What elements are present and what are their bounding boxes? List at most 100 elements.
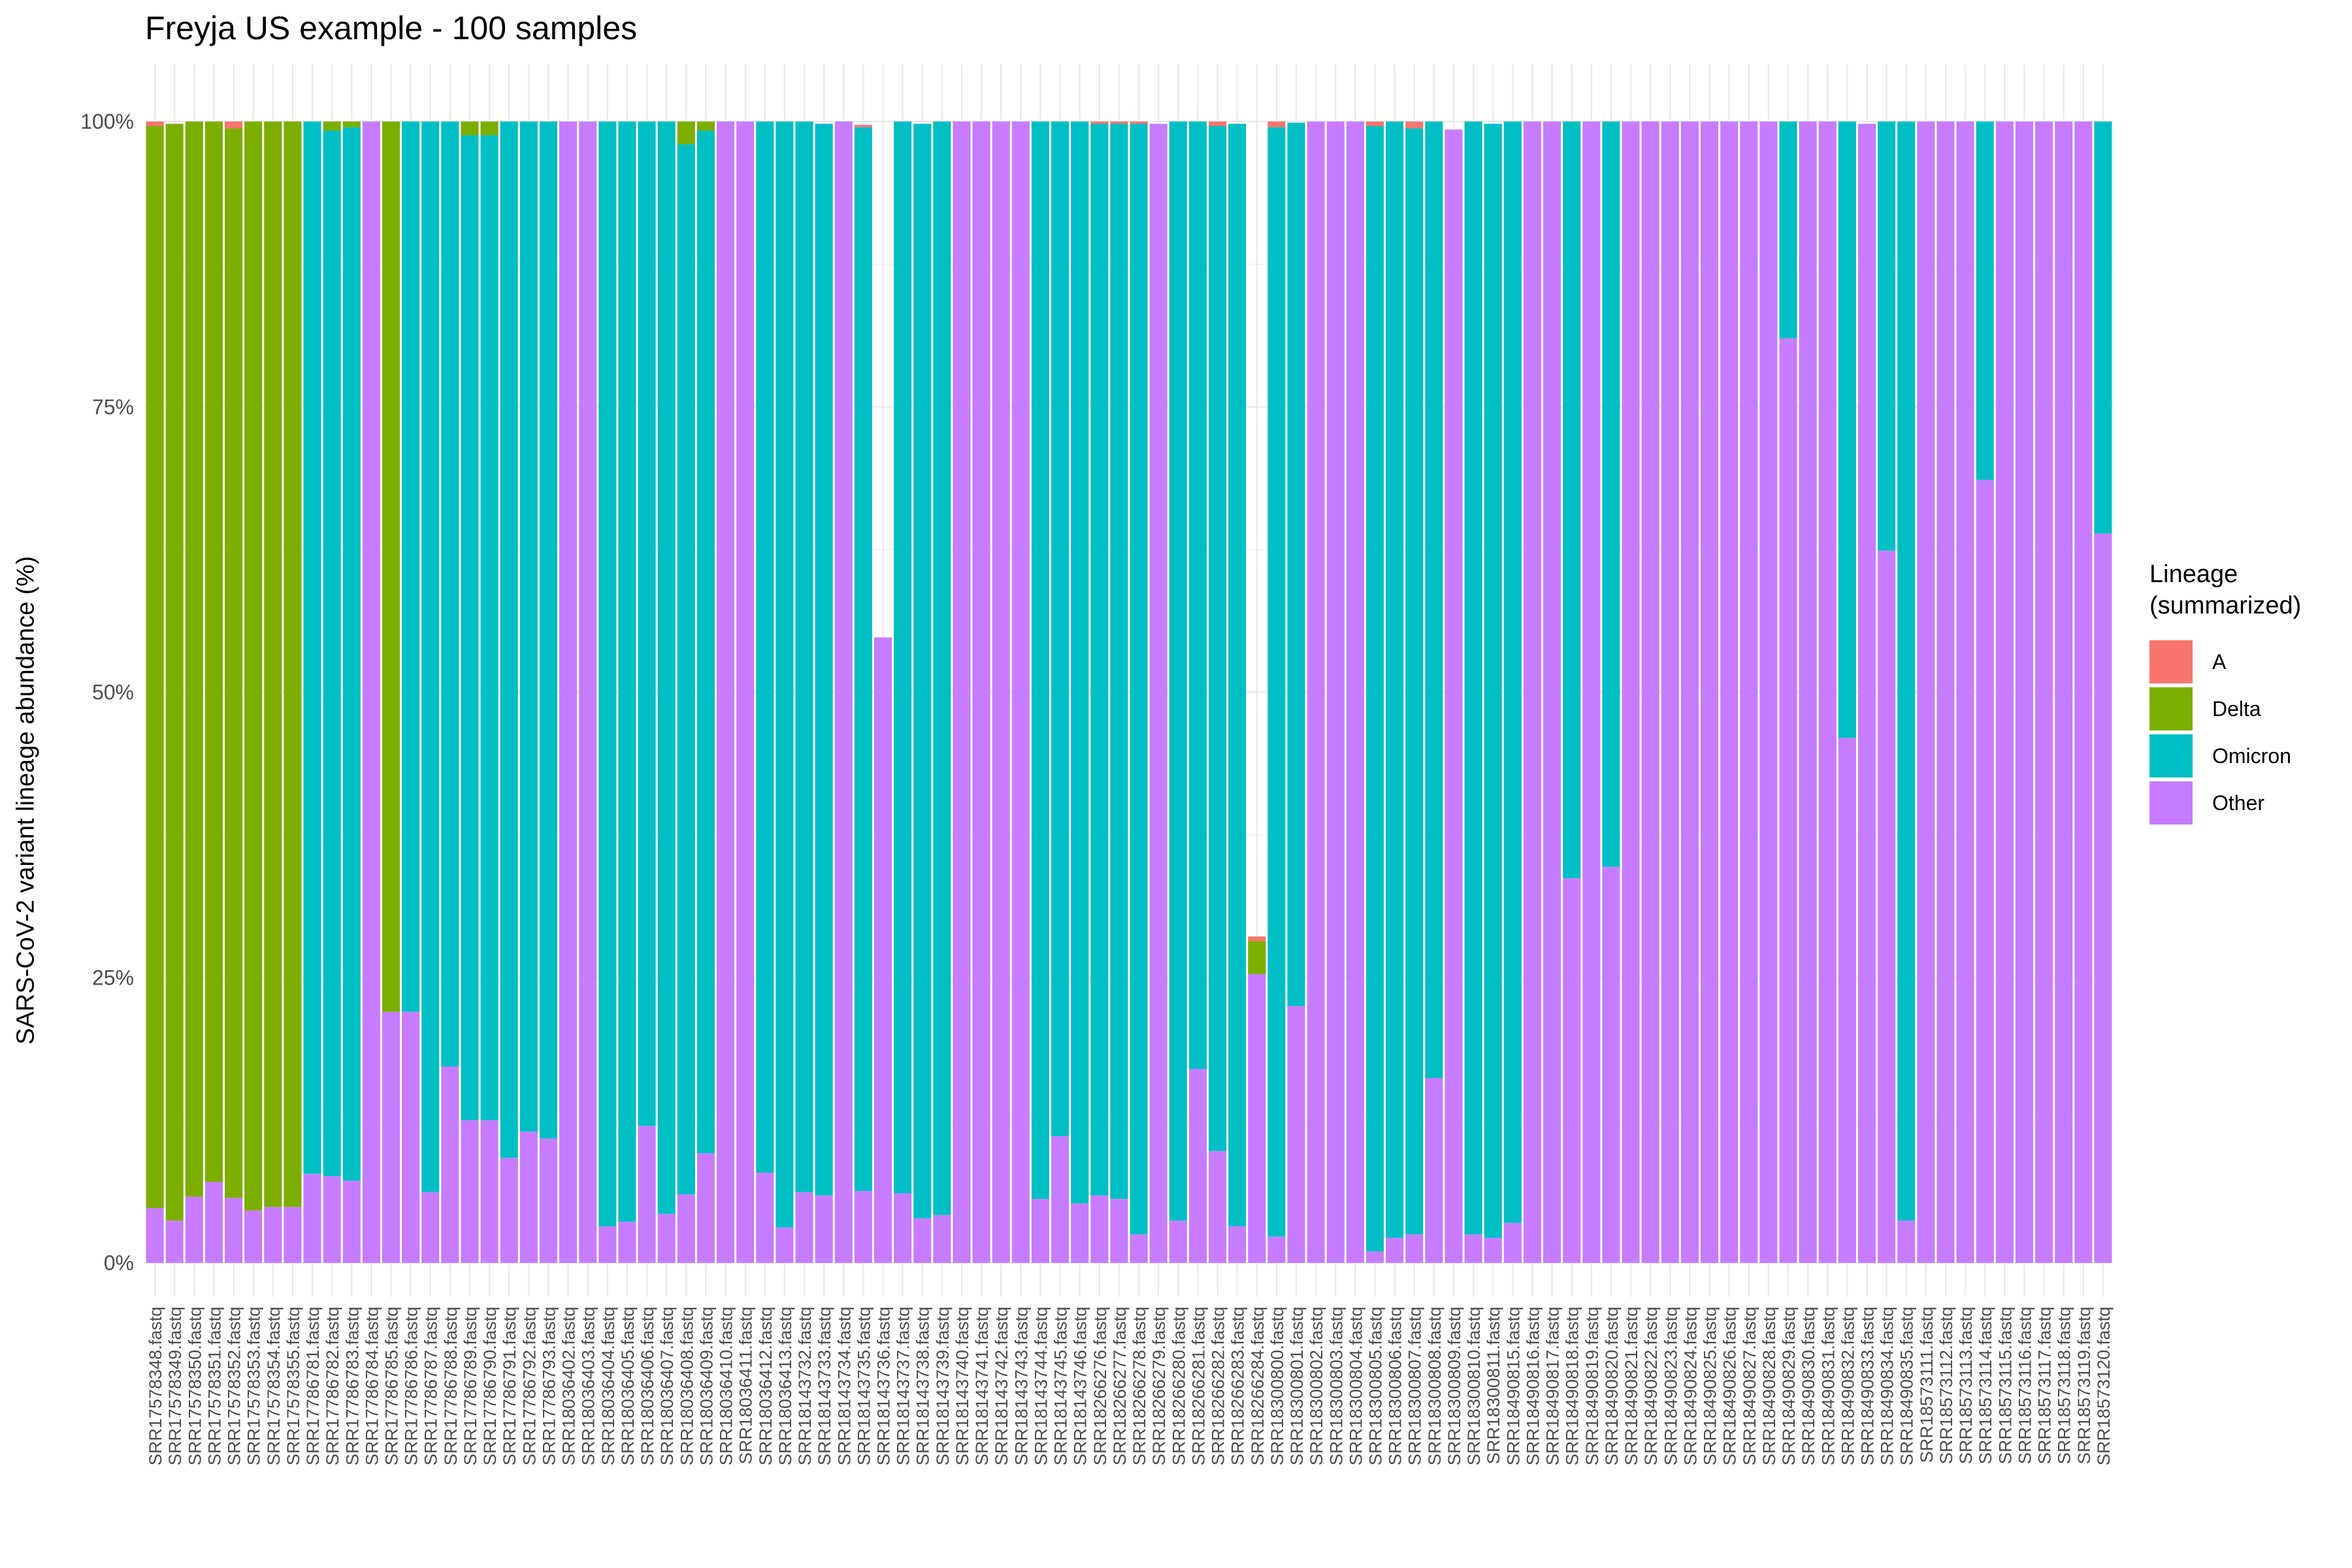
x-tick-label: SRR18143740.fastq (953, 1307, 972, 1465)
bar-segment-other (1208, 1151, 1227, 1263)
x-tick-label: SRR18300804.fastq (1346, 1307, 1365, 1465)
legend-title: Lineage (summarized) (2149, 559, 2301, 621)
bar-segment-other (776, 1227, 794, 1263)
bar-segment-omicron (303, 122, 321, 1174)
bar-segment-omicron (933, 122, 951, 1215)
x-tick-label: SRR18266279.fastq (1149, 1307, 1169, 1465)
x-tick-label: SRR18143737.fastq (894, 1307, 913, 1465)
x-tick-label: SRR17786786.fastq (402, 1307, 421, 1465)
bar-segment-omicron (1228, 123, 1247, 1227)
x-tick-label: SRR18300809.fastq (1445, 1307, 1464, 1465)
bar-segment-omicron (913, 123, 932, 1218)
bar-segment-other (342, 1181, 361, 1263)
bar-segment-omicron (1878, 122, 1896, 551)
bar-segment-other (854, 1190, 872, 1263)
bar-segment-other (638, 1126, 656, 1263)
x-tick-label: SRR18490817.fastq (1543, 1307, 1563, 1465)
bar-segment-omicron (1169, 122, 1187, 1221)
bar-segment-omicron (1386, 122, 1404, 1238)
x-tick-label: SRR18266276.fastq (1090, 1307, 1110, 1465)
bar-segment-other (1130, 1234, 1148, 1263)
x-tick-label: SRR17786788.fastq (441, 1307, 461, 1465)
bar-segment-omicron (519, 122, 538, 1132)
x-tick-label: SRR18036402.fastq (559, 1307, 579, 1465)
bar-segment-other (1818, 122, 1837, 1263)
legend-item-other: Other (2149, 779, 2301, 826)
bar-segment-delta (165, 123, 184, 1221)
x-tick-label: SRR18036410.fastq (717, 1307, 736, 1465)
x-tick-label: SRR18036403.fastq (579, 1307, 598, 1465)
bar-segment-omicron (1287, 122, 1305, 1006)
bar-segment-omicron (1897, 122, 1916, 1221)
x-tick-label: SRR18143736.fastq (874, 1307, 894, 1465)
bar-segment-other (146, 1208, 164, 1263)
bar-segment-omicron (2094, 122, 2112, 534)
x-tick-label: SRR17786784.fastq (362, 1307, 382, 1465)
bar-segment-a (1365, 122, 1384, 126)
bar-segment-other (1680, 122, 1699, 1263)
legend-title-line2: (summarized) (2149, 592, 2302, 619)
bar-segment-omicron (1110, 123, 1128, 1200)
bar-segment-omicron (1208, 125, 1227, 1151)
bar-segment-omicron (677, 144, 695, 1195)
bar-segment-omicron (402, 122, 420, 1012)
bar-segment-omicron (1267, 127, 1286, 1237)
bar-segment-omicron (1365, 125, 1384, 1252)
x-tick-label: SRR18490828.fastq (1759, 1307, 1779, 1465)
bar-segment-omicron (776, 122, 794, 1228)
bar-segment-delta (480, 122, 498, 135)
x-tick-label: SRR18300802.fastq (1307, 1307, 1326, 1465)
bar-segment-other (736, 122, 755, 1263)
x-tick-label: SRR17578352.fastq (225, 1307, 244, 1465)
y-tick-label: 75% (92, 395, 134, 419)
bar-segment-omicron (1838, 122, 1856, 738)
x-tick-label: SRR17786781.fastq (303, 1307, 323, 1465)
x-tick-label: SRR18573114.fastq (1976, 1307, 1995, 1464)
bar-segment-omicron (618, 122, 636, 1222)
bar-segment-delta (382, 122, 400, 1012)
x-tick-label: SRR18573115.fastq (1995, 1307, 2015, 1464)
x-tick-label: SRR18300806.fastq (1386, 1307, 1405, 1465)
bar-segment-other (1976, 480, 1994, 1263)
bar-segment-other (1287, 1005, 1305, 1263)
bar-segment-a (1405, 122, 1424, 129)
x-tick-label: SRR17786789.fastq (461, 1307, 480, 1465)
x-tick-label: SRR18490832.fastq (1838, 1307, 1857, 1465)
bar-segment-omicron (342, 127, 361, 1181)
x-tick-label: SRR18036413.fastq (776, 1307, 795, 1465)
x-tick-label: SRR18266282.fastq (1209, 1307, 1228, 1465)
x-tick-label: SRR18143745.fastq (1051, 1307, 1071, 1465)
bar-segment-other (303, 1173, 321, 1263)
x-tick-label: SRR18143739.fastq (933, 1307, 953, 1465)
bar-segment-other (1445, 129, 1463, 1264)
bar-segment-other (1051, 1136, 1070, 1263)
bar-segment-other (756, 1172, 774, 1263)
bar-segment-other (2055, 122, 2073, 1263)
x-tick-label: SRR18036405.fastq (618, 1307, 638, 1465)
bar-segment-other (894, 1193, 912, 1263)
bar-segment-other (1956, 122, 1974, 1263)
bar-segment-delta (146, 125, 164, 1209)
bar-segment-other (1267, 1236, 1286, 1263)
bar-segment-omicron (1484, 123, 1502, 1238)
x-tick-label: SRR18036411.fastq (736, 1307, 756, 1464)
x-tick-label: SRR18490833.fastq (1858, 1307, 1878, 1465)
x-tick-label: SRR18490834.fastq (1878, 1307, 1897, 1465)
bar-segment-omicron (480, 135, 498, 1120)
bar-segment-delta (264, 122, 282, 1207)
bar-segment-other (500, 1158, 518, 1263)
bar-segment-other (2035, 122, 2053, 1263)
bar-segment-other (1228, 1226, 1247, 1263)
bar-segment-other (913, 1218, 932, 1263)
x-tick-label: SRR18266278.fastq (1130, 1307, 1149, 1465)
y-axis: 0% 25% 50% 75% 100% (80, 110, 134, 1275)
bar-segment-omicron (421, 122, 440, 1192)
x-tick-label: SRR18266277.fastq (1110, 1307, 1130, 1465)
bar-segment-other (1365, 1251, 1384, 1263)
x-tick-label: SRR18300811.fastq (1484, 1307, 1503, 1464)
x-tick-label: SRR18573119.fastq (2074, 1307, 2094, 1464)
bar-segment-other (362, 122, 380, 1263)
bar-segment-other (1779, 338, 1797, 1264)
bar-segment-other (1326, 122, 1345, 1263)
